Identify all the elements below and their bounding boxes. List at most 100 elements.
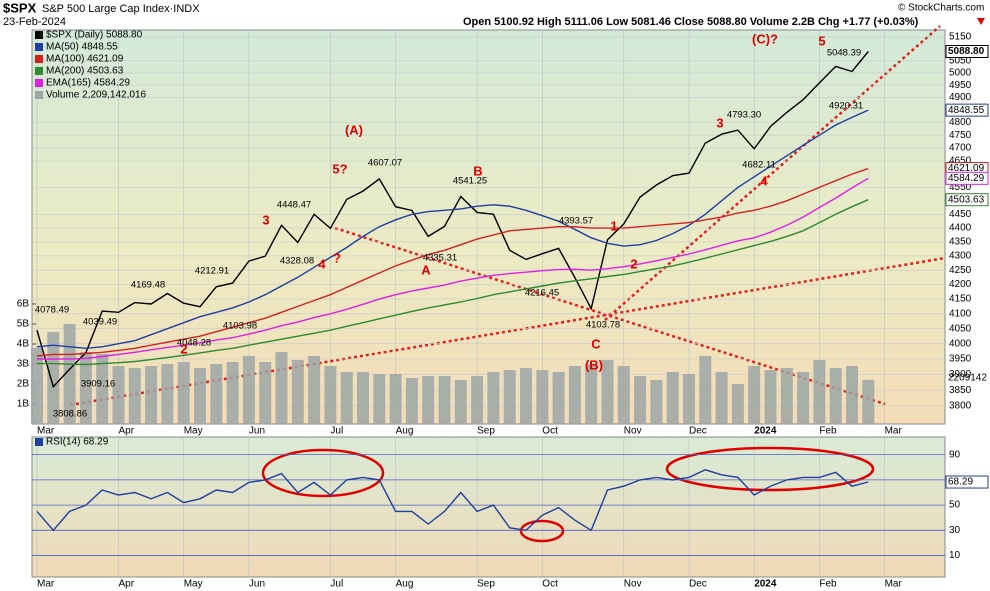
x-tick-label: 2024 (754, 579, 777, 590)
x-tick-label: Sep (477, 579, 495, 590)
price-label: 4212.91 (195, 266, 229, 277)
wave-label: 5 (818, 33, 825, 48)
x-tick-label: Sep (477, 426, 495, 437)
x-tick-label: Jul (330, 579, 343, 590)
wave-label: 5? (332, 161, 347, 176)
trendline (604, 25, 941, 321)
y-tick-label: 4750 (949, 130, 972, 141)
x-tick-label: May (184, 579, 203, 590)
volume-bar (536, 370, 549, 424)
volume-bar (259, 362, 272, 424)
y-tick-label: 50 (949, 500, 961, 511)
x-tick-label: Mar (37, 426, 55, 437)
price-label: 4048.28 (177, 338, 211, 349)
y-tick-label: 4050 (949, 323, 972, 334)
legend-swatch (35, 91, 43, 99)
y2-tick-label: 4B (17, 339, 30, 350)
price-label: 4169.48 (131, 280, 165, 291)
end-label-box (945, 171, 989, 185)
volume-bar (161, 364, 174, 424)
end-label-box (945, 103, 989, 117)
volume-bar (422, 376, 435, 424)
price-label: 4103.78 (586, 320, 620, 331)
y-tick-label: 5150 (949, 32, 972, 43)
volume-bar (96, 354, 109, 424)
volume-bar (308, 356, 321, 424)
volume-bar (683, 374, 695, 424)
wave-label: B (473, 163, 482, 178)
wave-label: (A) (345, 122, 363, 137)
volume-bar (666, 372, 679, 424)
volume-bar (601, 360, 614, 424)
volume-bar (634, 376, 647, 424)
y-tick-label: 4400 (949, 223, 972, 234)
wave-label: (C)? (752, 31, 778, 46)
legend-label: MA(100) 4621.09 (46, 54, 124, 65)
quote: Open 5100.92 High 5111.06 Low 5081.46 Cl… (463, 16, 919, 28)
volume-bar (797, 372, 810, 424)
legend-label: MA(200) 4503.63 (46, 66, 124, 77)
y-tick-label: 5000 (949, 68, 972, 79)
wave-label: 4 (760, 173, 768, 188)
price-label: 4607.07 (368, 158, 402, 169)
y-tick-label: 10 (949, 550, 961, 561)
price-panel (31, 29, 946, 425)
volume-bar (340, 372, 353, 424)
wave-label: ? (333, 250, 341, 265)
y-tick-label: 4550 (949, 182, 972, 193)
volume-bar (389, 374, 402, 424)
wave-label: 2 (180, 341, 187, 356)
x-tick-label: Jul (330, 426, 343, 437)
y-tick-label: 3950 (949, 354, 972, 365)
y-tick-label: 4450 (949, 209, 972, 220)
y-tick-label: 4300 (949, 251, 972, 262)
volume-bar (226, 362, 239, 424)
volume-bar (487, 372, 500, 424)
legend-label: EMA(165) 4584.29 (46, 78, 130, 89)
end-label: 68.29 (948, 477, 973, 488)
volume-bar (520, 368, 532, 424)
volume-bar (846, 366, 858, 424)
price-label: 4335.31 (423, 253, 457, 264)
volume-bar (780, 368, 793, 424)
x-tick-label: Oct (542, 426, 558, 437)
wave-label: 2 (630, 256, 637, 271)
x-tick-label: Dec (689, 579, 707, 590)
end-label: 5088.80 (948, 46, 985, 57)
y-tick-label: 90 (949, 449, 961, 460)
down-arrow (977, 18, 985, 25)
x-tick-label: Aug (396, 426, 414, 437)
price-label: 4103.98 (223, 321, 257, 332)
y-tick-label: 4250 (949, 265, 972, 276)
y2-tick-label: 6B (17, 299, 30, 310)
date: 23-Feb-2024 (3, 16, 66, 28)
volume-bar (194, 368, 206, 424)
volume-bar (373, 374, 386, 424)
y-tick-label: 4650 (949, 156, 972, 167)
x-tick-label: Apr (119, 579, 135, 590)
series-line (36, 51, 869, 389)
ellipse (519, 519, 565, 543)
volume-bar (31, 348, 43, 424)
volume-bar (357, 372, 369, 424)
x-tick-label: May (184, 426, 203, 437)
price-label: 3808.86 (53, 409, 87, 420)
y2-tick-label: 1B (17, 399, 30, 410)
price-label: 4448.47 (277, 200, 311, 211)
legend-swatch (35, 67, 43, 75)
volume-bar (862, 379, 875, 424)
legend-label: Volume 2,209,142,016 (46, 90, 147, 101)
price-label: 5048.39 (827, 48, 861, 59)
volume-bar (112, 366, 125, 424)
x-tick-label: Jun (249, 579, 265, 590)
price-label: 4216.45 (525, 288, 559, 299)
rsi-ellipses (261, 446, 875, 543)
volume-bar (813, 360, 826, 424)
x-tick-label: Feb (819, 426, 837, 437)
price-label: 4541.25 (453, 176, 487, 187)
legend-swatch (35, 43, 43, 51)
wave-label: A (421, 262, 431, 277)
series-line (36, 469, 869, 532)
price-label: 4682.11 (742, 160, 776, 171)
volume-bar (731, 384, 744, 424)
